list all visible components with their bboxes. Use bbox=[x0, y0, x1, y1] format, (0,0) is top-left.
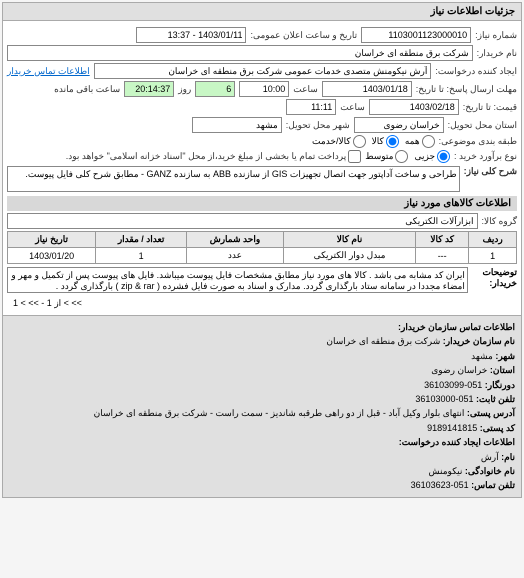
desc-field[interactable] bbox=[7, 166, 460, 192]
group-field[interactable] bbox=[7, 213, 478, 229]
th-unit: واحد شمارش bbox=[186, 232, 283, 248]
f-v8: آرش bbox=[481, 452, 499, 462]
footer-title-1: اطلاعات تماس سازمان خریدار: bbox=[9, 320, 515, 334]
quote-time-field[interactable] bbox=[286, 99, 336, 115]
cat-service-radio[interactable] bbox=[353, 135, 366, 148]
footer-block: اطلاعات تماس سازمان خریدار: نام سازمان خ… bbox=[3, 315, 521, 497]
datetime-field[interactable] bbox=[136, 27, 246, 43]
creator-label: ایجاد کننده درخواست: bbox=[435, 66, 517, 77]
resp-deadline-label: مهلت ارسال پاسخ: تا تاریخ: bbox=[416, 84, 517, 95]
delivery-city-label: شهر محل تحویل: bbox=[286, 120, 350, 131]
f-v6: انتهای بلوار وکیل آباد - قبل از دو راهی … bbox=[94, 408, 465, 418]
f-l1: نام سازمان خریدار: bbox=[443, 336, 515, 346]
td-row: 1 bbox=[469, 248, 517, 264]
f-v10: 051-36103623 bbox=[411, 480, 469, 490]
delivery-prov-label: استان محل تحویل: bbox=[448, 120, 517, 131]
category-label: طبقه بندی موضوعی: bbox=[439, 136, 517, 147]
f-v1: شرکت برق منطقه ای خراسان bbox=[326, 336, 440, 346]
panel-title: جزئیات اطلاعات نیاز bbox=[3, 3, 521, 21]
time-remain-label: ساعت باقی مانده bbox=[54, 84, 120, 95]
time-label-1: ساعت bbox=[293, 84, 318, 95]
details-panel: جزئیات اطلاعات نیاز شماره نیاز: تاریخ و … bbox=[2, 2, 522, 498]
desc-label: شرح کلی نیاز: bbox=[464, 166, 517, 177]
td-code: --- bbox=[416, 248, 469, 264]
time-remain-field bbox=[124, 81, 174, 97]
note-label: توضیحات خریدار: bbox=[472, 267, 517, 289]
td-date: 1403/01/20 bbox=[8, 248, 96, 264]
f-l6: آدرس پستی: bbox=[467, 408, 515, 418]
f-l5: تلفن ثابت: bbox=[476, 394, 515, 404]
buyer-field[interactable] bbox=[7, 45, 473, 61]
quote-date-field[interactable] bbox=[369, 99, 459, 115]
quote-label: قیمت: تا تاریخ: bbox=[463, 102, 517, 113]
cat-goods-radio[interactable] bbox=[386, 135, 399, 148]
req-no-field[interactable] bbox=[361, 27, 471, 43]
goods-table: ردیف کد کالا نام کالا واحد شمارش تعداد /… bbox=[7, 231, 517, 264]
size-label: نوع برآورد خرید : bbox=[454, 151, 517, 162]
th-date: تاریخ نیاز bbox=[8, 232, 96, 248]
days-remain-field bbox=[195, 81, 235, 97]
f-l10: تلفن تماس: bbox=[471, 480, 515, 490]
f-v4: 051-36103099 bbox=[424, 380, 482, 390]
td-name: مبدل دوار الکتریکی bbox=[284, 248, 416, 264]
f-v3: خراسان رضوی bbox=[431, 365, 487, 375]
note-field[interactable] bbox=[7, 267, 468, 293]
size-s-radio[interactable] bbox=[437, 150, 450, 163]
pager[interactable]: از 1 - >> > 1 < << bbox=[7, 296, 517, 311]
td-qty: 1 bbox=[96, 248, 187, 264]
th-code: کد کالا bbox=[416, 232, 469, 248]
f-l7: کد پستی: bbox=[480, 423, 515, 433]
req-no-label: شماره نیاز: bbox=[475, 30, 517, 41]
f-l3: استان: bbox=[490, 365, 515, 375]
time-label-2: ساعت bbox=[340, 102, 365, 113]
creator-field[interactable] bbox=[94, 63, 432, 79]
th-qty: تعداد / مقدار bbox=[96, 232, 187, 248]
buyer-label: نام خریدار: bbox=[477, 48, 517, 59]
f-l4: دورنگار: bbox=[485, 380, 515, 390]
f-l2: شهر: bbox=[495, 351, 515, 361]
f-v7: 9189141815 bbox=[427, 423, 477, 433]
th-name: نام کالا bbox=[284, 232, 416, 248]
th-row: ردیف bbox=[469, 232, 517, 248]
group-label: گروه کالا: bbox=[482, 216, 517, 227]
contact-link[interactable]: اطلاعات تماس خریدار bbox=[7, 66, 90, 77]
f-v5: 051-36103000 bbox=[415, 394, 473, 404]
footer-title-2: اطلاعات ایجاد کننده درخواست: bbox=[9, 435, 515, 449]
size-radio-group: جزیی متوسط bbox=[365, 150, 450, 163]
cat-all-radio[interactable] bbox=[422, 135, 435, 148]
days-label: روز bbox=[178, 84, 191, 95]
form-body: شماره نیاز: تاریخ و ساعت اعلان عمومی: نا… bbox=[3, 21, 521, 315]
resp-time-field[interactable] bbox=[239, 81, 289, 97]
f-v9: نیکومنش bbox=[429, 466, 463, 476]
size-note: پرداخت تمام یا بخشی از مبلغ خرید،از محل … bbox=[66, 151, 346, 162]
datetime-label: تاریخ و ساعت اعلان عمومی: bbox=[250, 30, 357, 41]
f-l9: نام خانوادگی: bbox=[465, 466, 515, 476]
f-v2: مشهد bbox=[471, 351, 493, 361]
goods-section-title: اطلاعات کالاهای مورد نیاز bbox=[7, 196, 517, 211]
category-radio-group: همه کالا کالا/خدمت bbox=[312, 135, 435, 148]
delivery-prov-field[interactable] bbox=[354, 117, 444, 133]
table-row[interactable]: 1 --- مبدل دوار الکتریکی عدد 1 1403/01/2… bbox=[8, 248, 517, 264]
size-m-radio[interactable] bbox=[395, 150, 408, 163]
td-unit: عدد bbox=[186, 248, 283, 264]
treasury-checkbox[interactable] bbox=[348, 150, 361, 163]
f-l8: نام: bbox=[501, 452, 515, 462]
resp-date-field[interactable] bbox=[322, 81, 412, 97]
table-header-row: ردیف کد کالا نام کالا واحد شمارش تعداد /… bbox=[8, 232, 517, 248]
delivery-city-field[interactable] bbox=[192, 117, 282, 133]
